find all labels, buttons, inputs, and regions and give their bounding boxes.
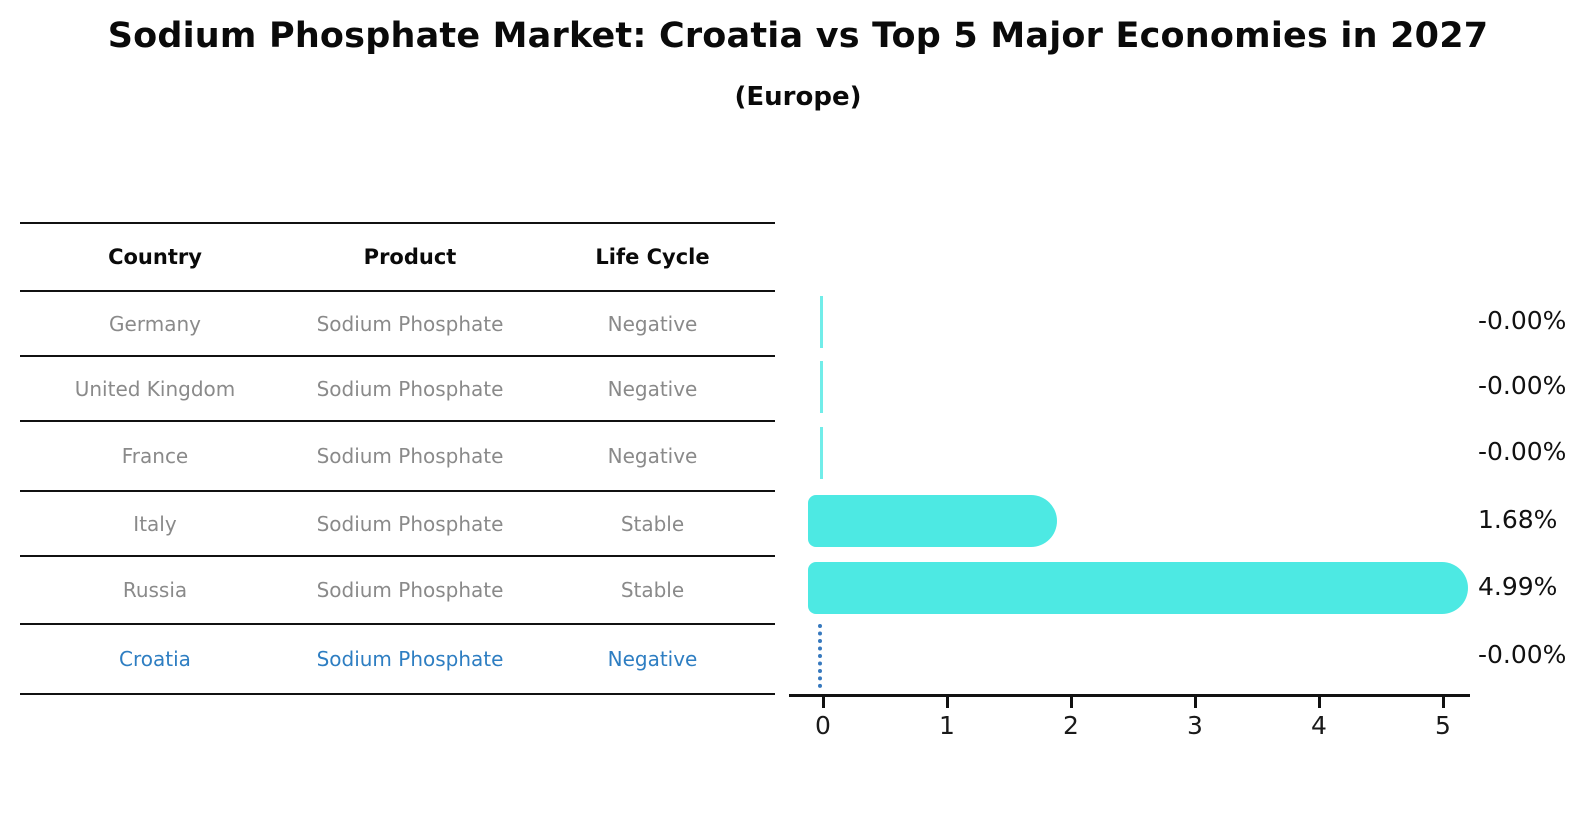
cell-product: Sodium Phosphate [316, 511, 504, 536]
cell-life-cycle: Negative [607, 311, 698, 336]
cell-product: Sodium Phosphate [316, 376, 504, 401]
bar-value-label: -0.00% [1478, 437, 1567, 466]
chart-subtitle: (Europe) [734, 82, 862, 112]
zero-bar-germany [820, 296, 823, 348]
table-row-united-kingdom: United Kingdom Sodium Phosphate Negative [20, 357, 775, 422]
x-axis-tick [945, 697, 949, 708]
x-axis-line [789, 694, 1470, 697]
cell-life-cycle: Negative [607, 647, 698, 671]
x-axis-tick-label: 4 [1311, 711, 1327, 740]
bar-russia [808, 562, 1468, 614]
cell-country: Russia [122, 578, 188, 602]
cell-product: Sodium Phosphate [316, 444, 504, 468]
cell-life-cycle: Stable [620, 578, 685, 602]
cell-product: Sodium Phosphate [316, 647, 504, 671]
table-row-croatia: Croatia Sodium Phosphate Negative [20, 625, 775, 695]
x-axis-tick [821, 697, 825, 708]
cell-country: Italy [133, 511, 177, 536]
x-axis-tick-label: 5 [1435, 711, 1451, 740]
highlight-zero-marker-croatia [818, 624, 822, 688]
bar-value-label: 1.68% [1478, 505, 1558, 534]
x-axis-tick-label: 3 [1187, 711, 1203, 740]
chart-title: Sodium Phosphate Market: Croatia vs Top … [107, 16, 1489, 56]
bar-value-label: -0.00% [1478, 371, 1567, 400]
x-axis-tick [1317, 697, 1321, 708]
x-axis-tick-label: 0 [815, 711, 831, 740]
table-row-france: France Sodium Phosphate Negative [20, 422, 775, 492]
column-header-product: Product [363, 245, 457, 269]
table-row-russia: Russia Sodium Phosphate Stable [20, 557, 775, 625]
x-axis-tick-label: 2 [1063, 711, 1079, 740]
zero-bar-france [820, 427, 823, 479]
table-row-italy: Italy Sodium Phosphate Stable [20, 492, 775, 557]
cell-product: Sodium Phosphate [316, 311, 504, 336]
x-axis-tick [1441, 697, 1445, 708]
cell-country: Germany [109, 311, 201, 336]
cell-life-cycle: Negative [607, 376, 698, 401]
cell-product: Sodium Phosphate [316, 578, 504, 602]
column-header-life-cycle: Life Cycle [595, 245, 710, 269]
bar-value-label: 4.99% [1478, 572, 1558, 601]
bar-italy [808, 495, 1058, 547]
bar-value-label: -0.00% [1478, 640, 1567, 669]
country-info-table: Country Product Life Cycle Germany Sodiu… [20, 222, 775, 695]
x-axis-tick-label: 1 [939, 711, 955, 740]
cell-country: Croatia [119, 647, 191, 671]
cell-life-cycle: Negative [607, 444, 698, 468]
x-axis-tick [1069, 697, 1073, 708]
table-header-row: Country Product Life Cycle [20, 224, 775, 292]
zero-bar-united-kingdom [820, 361, 823, 413]
cell-country: France [121, 444, 189, 468]
column-header-country: Country [108, 245, 202, 269]
table-row-germany: Germany Sodium Phosphate Negative [20, 292, 775, 357]
x-axis-tick [1193, 697, 1197, 708]
bar-value-label: -0.00% [1478, 306, 1567, 335]
cell-life-cycle: Stable [620, 511, 685, 536]
cell-country: United Kingdom [74, 376, 236, 401]
